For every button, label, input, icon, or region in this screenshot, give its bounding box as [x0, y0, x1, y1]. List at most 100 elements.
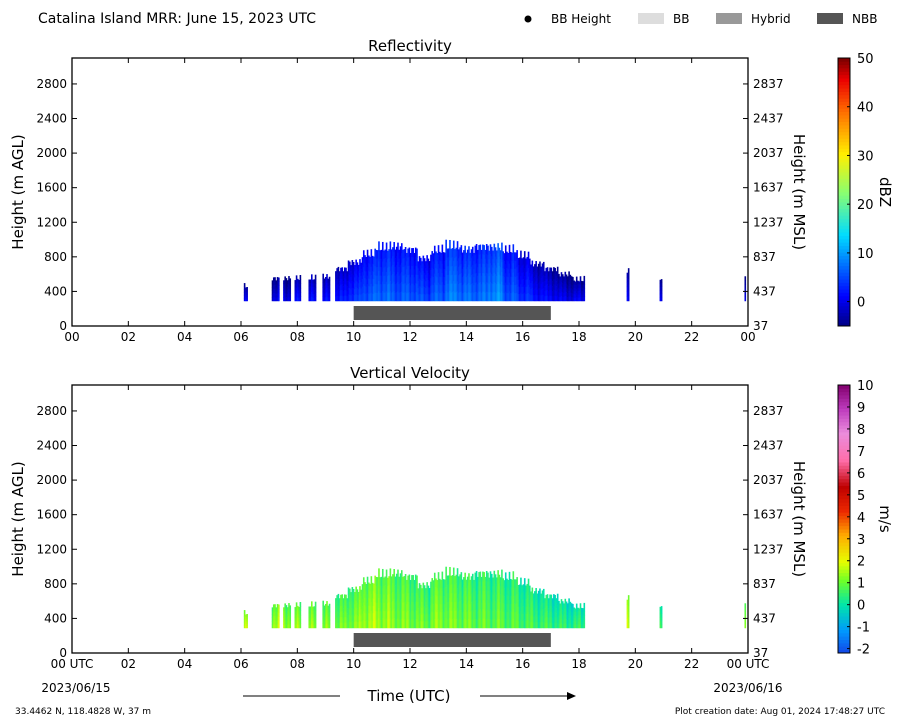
echo-cell [554, 278, 556, 285]
echo-cell [298, 620, 300, 625]
echo-cell [565, 623, 568, 629]
echo-cell [323, 624, 326, 629]
echo-cell [390, 610, 393, 620]
echo-cell [564, 623, 567, 629]
echo-cell [546, 272, 549, 279]
echo-cell [525, 599, 527, 607]
colorbar-cell [838, 385, 850, 389]
echo-cell [381, 261, 384, 272]
echo-cell [350, 271, 352, 278]
echo-cell [504, 291, 507, 302]
echo-cell [406, 284, 408, 294]
colorbar-cell [838, 562, 850, 567]
echo-cell [439, 578, 441, 588]
echo-cell [436, 611, 439, 621]
echo-cell [346, 622, 349, 629]
y-tick-label: 1200 [36, 542, 67, 556]
echo-cell [459, 592, 461, 602]
echo-cell [660, 286, 663, 291]
echo-cell [312, 293, 314, 298]
echo-cell [553, 295, 555, 302]
echo-cell [407, 593, 409, 603]
echo-cell [509, 578, 512, 588]
echo-cell [246, 616, 248, 619]
figure-footer: 2023/06/15 2023/06/16 Time (UTC) 33.4462… [15, 681, 885, 717]
echo-cell [278, 604, 280, 609]
echo-cell [458, 619, 460, 629]
echo-cell [435, 259, 437, 269]
echo-cell [425, 608, 427, 615]
echo-cell [350, 610, 352, 617]
echo-cell [511, 276, 513, 286]
echo-cell [433, 591, 436, 601]
echo-cell [425, 267, 427, 275]
echo-cell [526, 620, 529, 629]
echo-cell [466, 619, 469, 629]
echo-cell [456, 588, 459, 599]
echo-cell [497, 281, 499, 292]
echo-cell [563, 611, 565, 616]
echo-cell [523, 619, 526, 629]
echo-cell [351, 600, 354, 608]
echo-cell [527, 276, 530, 285]
colorbar-cell [838, 168, 850, 173]
echo-cell [313, 286, 316, 291]
echo-cell [383, 602, 385, 612]
echo-cell [314, 623, 317, 629]
echo-cell [551, 286, 554, 292]
echo-cell [422, 293, 425, 302]
echo-cell [509, 611, 512, 621]
echo-cell [385, 291, 388, 302]
echo-cell [432, 596, 435, 605]
echo-cell [556, 605, 559, 612]
echo-cell [289, 293, 292, 298]
y-tick-label: 0 [59, 646, 67, 660]
colorbar-cell [838, 492, 850, 496]
echo-cell [326, 618, 328, 624]
echo-cell [578, 624, 581, 629]
echo-cell [425, 281, 427, 288]
echo-cell [294, 290, 297, 295]
echo-cell [567, 284, 569, 289]
echo-cell [310, 623, 313, 629]
echo-cell [412, 274, 414, 284]
echo-cell [350, 598, 352, 605]
echo-cell [352, 274, 355, 282]
echo-cell [546, 594, 549, 601]
echo-cell [298, 283, 300, 288]
echo-cell [322, 614, 325, 620]
echo-cell [492, 284, 494, 293]
echo-cell [294, 293, 297, 298]
echo-cell [298, 624, 300, 629]
echo-cell [498, 265, 501, 275]
echo-cell [574, 621, 577, 625]
echo-cell [366, 602, 369, 612]
echo-cell [494, 610, 497, 620]
echo-cell [560, 608, 563, 614]
x-tick-label: 16 [515, 330, 530, 344]
echo-cell [532, 266, 535, 273]
echo-cell [342, 271, 345, 277]
echo-cell [352, 595, 355, 603]
echo-cell [446, 601, 449, 611]
colorbar-cell [838, 498, 850, 503]
echo-cell [346, 271, 349, 277]
echo-cell [411, 610, 413, 620]
echo-cell [323, 278, 326, 283]
echo-cell [532, 283, 535, 290]
echo-cell [345, 594, 347, 601]
echo-cell [362, 594, 365, 603]
echo-cell [274, 612, 276, 617]
echo-cell [489, 244, 492, 255]
echo-cell [488, 619, 491, 629]
echo-cell [570, 611, 573, 616]
echo-cell [482, 291, 484, 302]
echo-cell [395, 282, 398, 293]
echo-cell [245, 296, 247, 299]
echo-cell [532, 277, 535, 284]
colorbar-cell [838, 512, 850, 517]
echo-cell [558, 287, 560, 293]
echo-cell [436, 269, 439, 278]
echo-cell [563, 619, 565, 625]
